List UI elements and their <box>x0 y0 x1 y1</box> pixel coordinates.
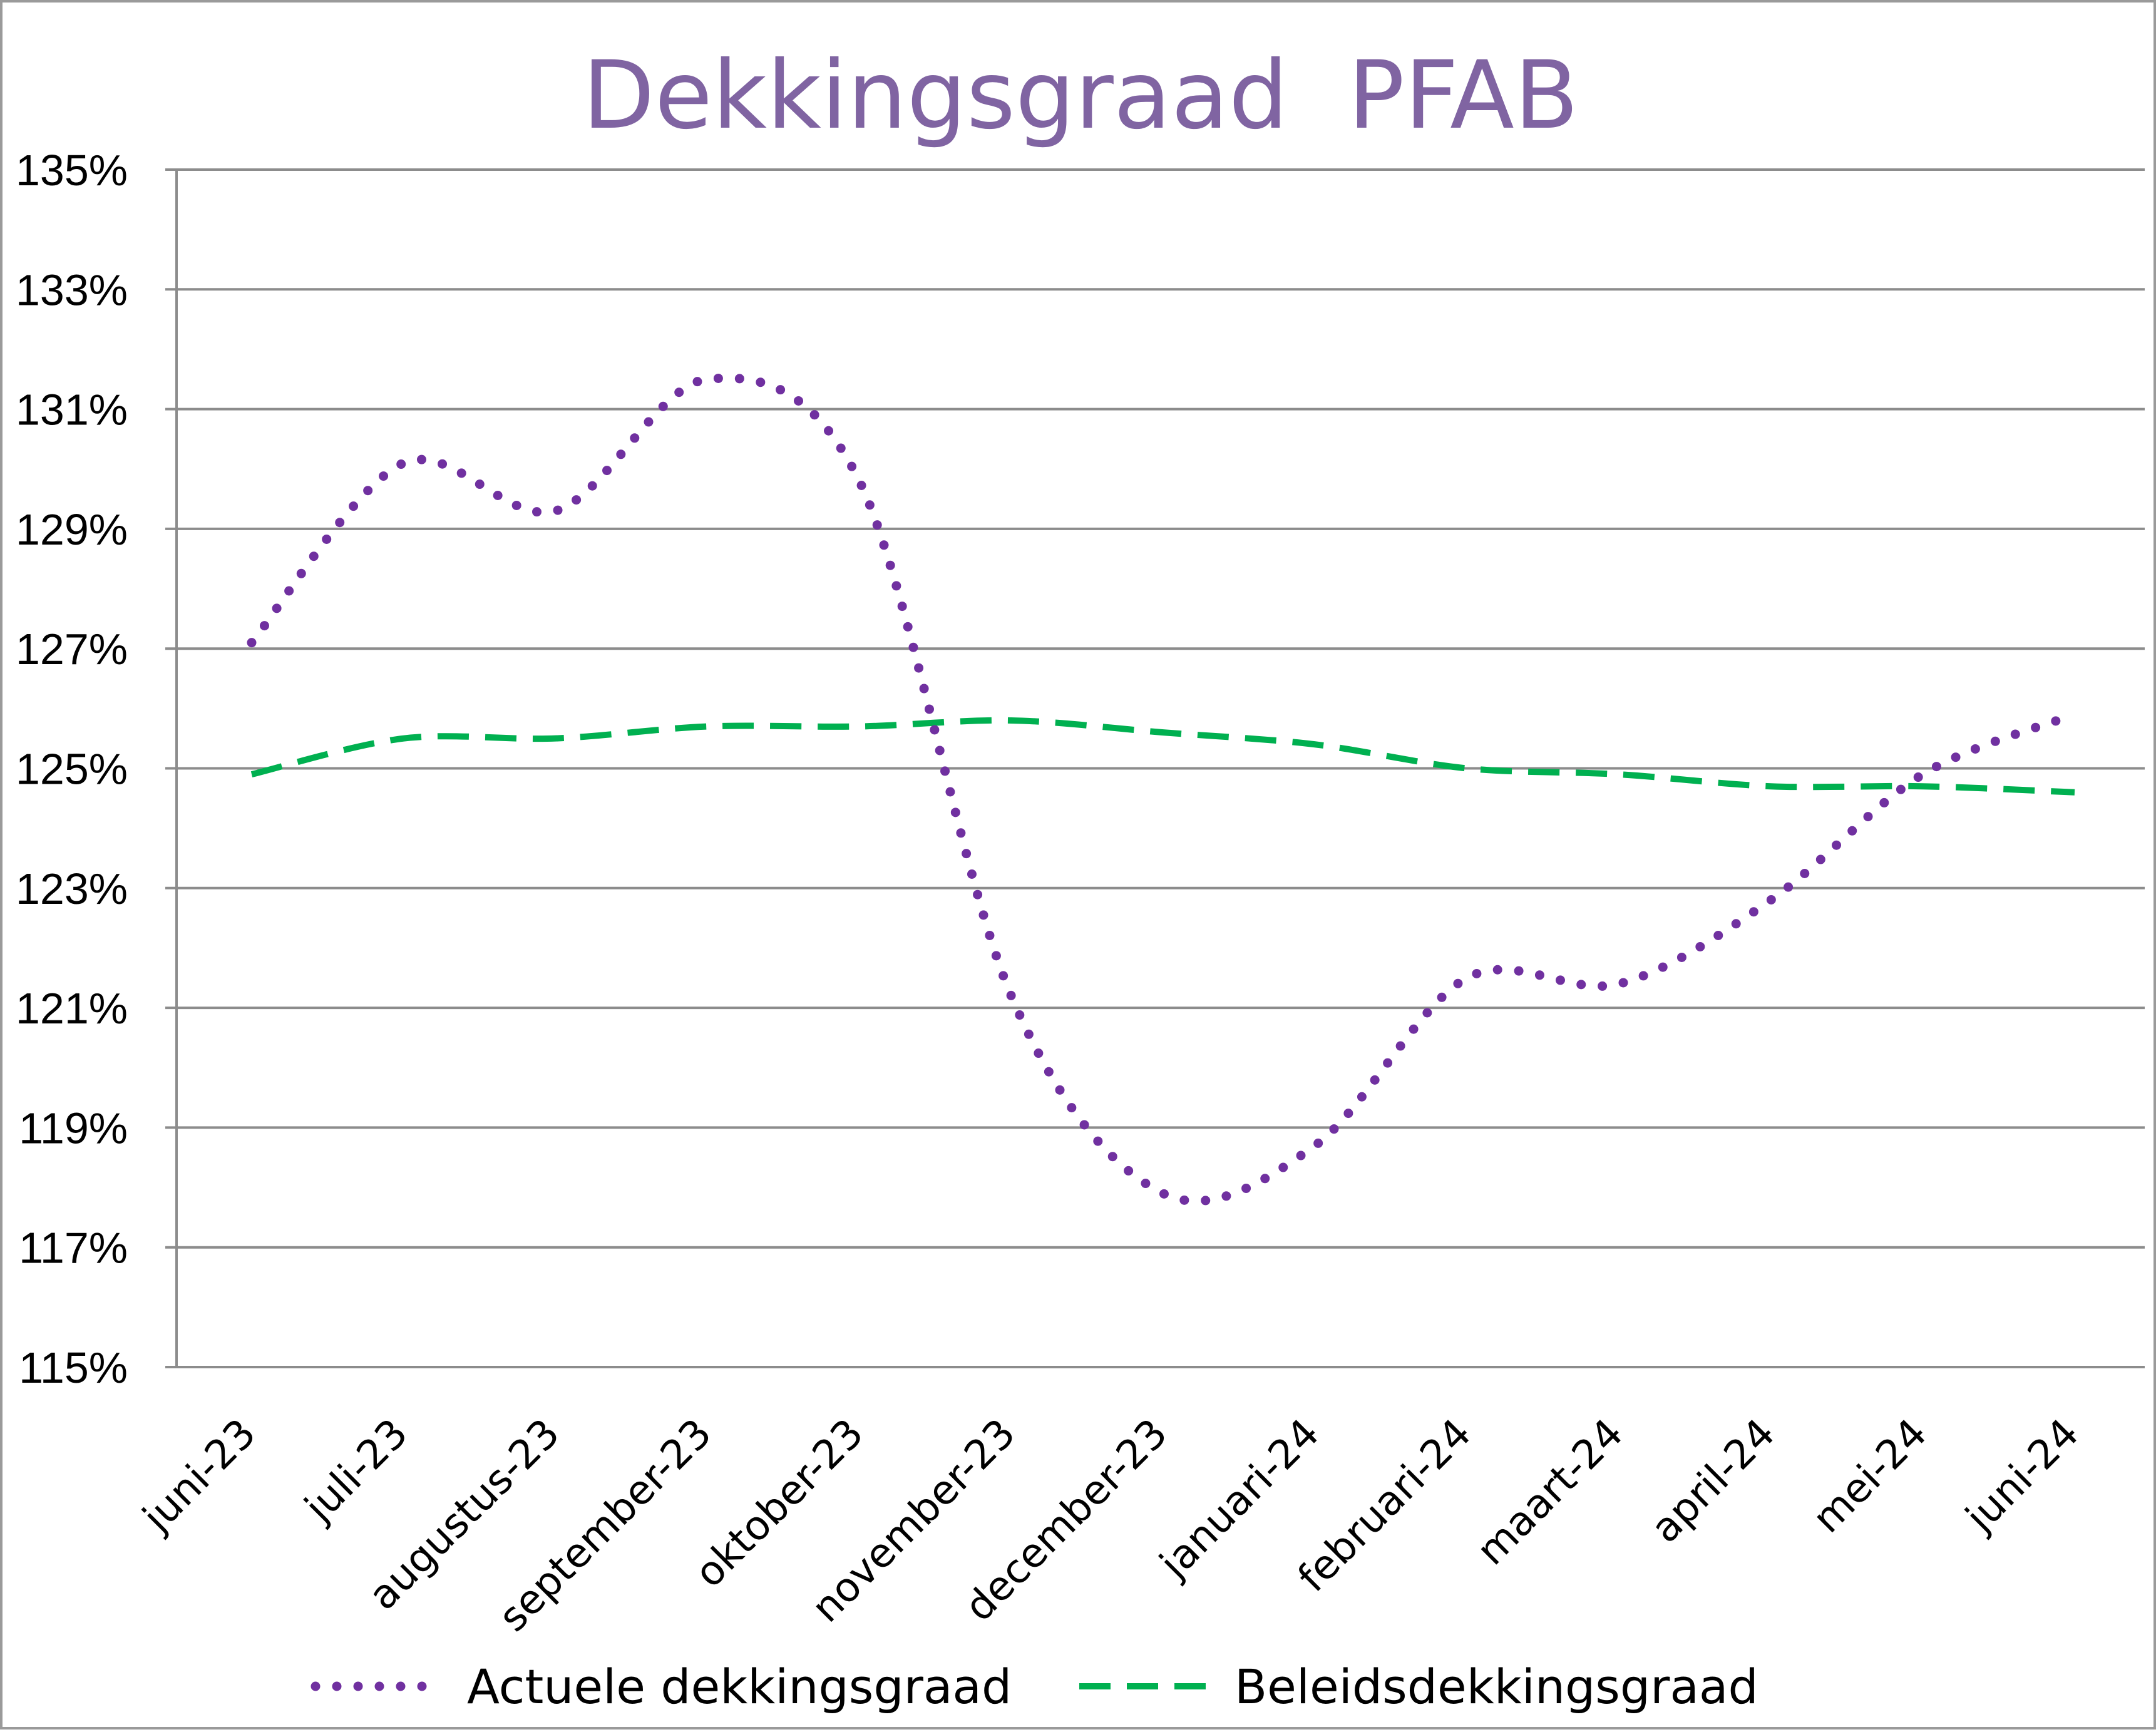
y-tick-label: 131% <box>16 386 128 434</box>
chart-title: Dekkingsgraad PFAB <box>582 41 1578 150</box>
axes <box>165 168 178 1368</box>
x-tick-label: juni-24 <box>1956 1410 2088 1542</box>
series-lines <box>247 373 2080 1206</box>
x-tick-label: juli-23 <box>295 1410 417 1532</box>
y-axis-tick-labels: 115% 117% 119% 121% 123% 125% 127% 129% 131% 133%… <box>16 146 128 1392</box>
legend-label: Beleidsdekkingsgraad <box>1235 1659 1758 1714</box>
y-tick-label: 119% <box>19 1104 128 1152</box>
y-tick-label: 135% <box>16 146 128 195</box>
legend: Actuele dekkingsgraad Beleidsdekkingsgraa… <box>311 1659 1758 1714</box>
y-tick-label: 125% <box>16 745 128 794</box>
series-line-actuele <box>247 373 2080 1206</box>
gridlines <box>177 168 2145 1368</box>
y-tick-label: 127% <box>16 625 128 674</box>
y-tick-label: 121% <box>16 984 128 1033</box>
y-tick-label: 129% <box>16 505 128 554</box>
x-tick-label: april-24 <box>1643 1410 1784 1552</box>
y-tick-label: 133% <box>16 265 128 314</box>
x-axis-tick-labels: juni-23 juli-23augustus-23september-23okt… <box>133 1410 2088 1641</box>
series-line-beleids <box>250 717 2075 796</box>
y-tick-label: 123% <box>16 864 128 913</box>
line-chart: Dekkingsgraad PFAB 115%117%119%121%123%1… <box>16 41 2145 1714</box>
x-tick-label: mei-24 <box>1804 1410 1936 1542</box>
y-tick-label: 117% <box>19 1224 128 1273</box>
y-tick-label: 115% <box>19 1343 128 1392</box>
legend-label: Actuele dekkingsgraad <box>467 1659 1012 1714</box>
x-tick-label: juni-23 <box>133 1410 265 1542</box>
x-tick-label: maart-24 <box>1468 1410 1632 1574</box>
